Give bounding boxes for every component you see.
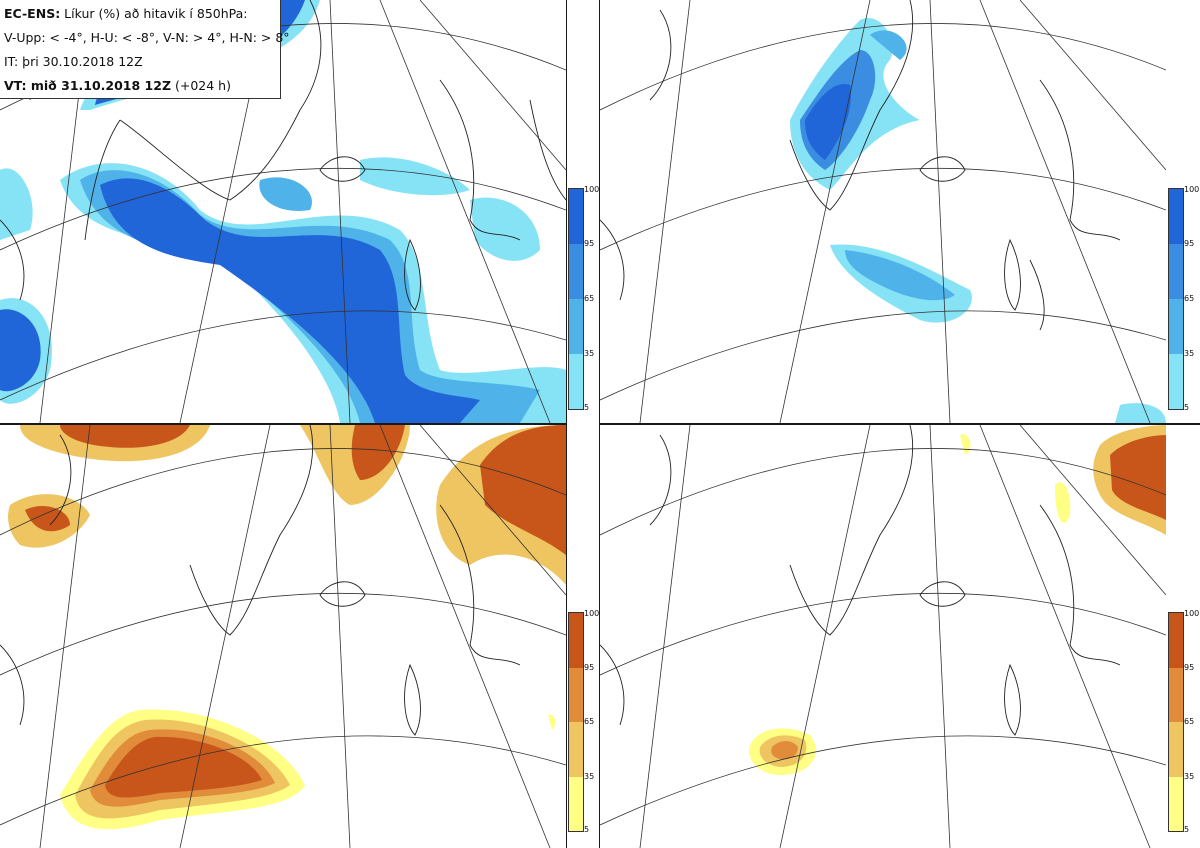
colorbar-v-n-tick-95: 95	[584, 663, 595, 672]
colorbar-v-upp-tick-5: 5	[584, 403, 590, 412]
colorbar-v-n-tick-35: 35	[584, 772, 595, 781]
h-u-coastlines	[600, 0, 1121, 331]
colorbar-h-u-tick-95: 95	[1184, 239, 1195, 248]
colorbar-h-n-tick-5: 5	[1184, 825, 1190, 834]
map-panel-v-upp: EC-ENS: Líkur (%) að hitavik í 850hPa: V…	[0, 0, 566, 423]
h-n-graticule	[600, 425, 1166, 848]
v-n-graticule	[0, 425, 566, 848]
v-n-probability-shading	[8, 425, 566, 830]
horizontal-divider	[0, 423, 1200, 425]
info-line-4-rest: (+024 h)	[171, 78, 231, 93]
info-line-4: VT: mið 31.10.2018 12Z (+024 h)	[4, 74, 280, 98]
colorbar-v-upp: 100 95 65 35 5	[568, 185, 600, 412]
info-line-1: EC-ENS: Líkur (%) að hitavik í 850hPa:	[4, 2, 280, 26]
colorbar-v-n-bar	[568, 612, 584, 832]
vertical-divider-left-edge	[566, 0, 567, 848]
colorbar-h-n-tick-100: 100	[1184, 609, 1200, 618]
map-panel-v-n	[0, 425, 566, 848]
colorbar-h-n-tick-65: 65	[1184, 717, 1195, 726]
colorbar-v-upp-tick-100: 100	[584, 185, 600, 194]
colorbar-h-n: 100 95 65 35 5	[1168, 609, 1200, 834]
info-line-3: IT: þri 30.10.2018 12Z	[4, 54, 143, 69]
map-panel-h-u	[600, 0, 1166, 423]
colorbar-h-n-tick-95: 95	[1184, 663, 1195, 672]
colorbar-v-n: 100 95 65 35 5	[568, 609, 600, 834]
colorbar-v-n-tick-5: 5	[584, 825, 590, 834]
colorbar-h-u: 100 95 65 35 5	[1168, 185, 1200, 412]
h-u-graticule	[600, 0, 1166, 423]
map-panel-h-n	[600, 425, 1166, 848]
colorbar-h-u-tick-100: 100	[1184, 185, 1200, 194]
info-line-1-bold: EC-ENS:	[4, 6, 61, 21]
h-n-probability-shading	[749, 425, 1166, 775]
colorbar-h-u-tick-35: 35	[1184, 349, 1195, 358]
h-n-map-svg	[600, 425, 1166, 848]
v-n-coastlines	[0, 425, 521, 736]
info-line-2: V-Upp: < -4°, H-U: < -8°, V-N: > 4°, H-N…	[4, 30, 290, 45]
vertical-divider-right-edge	[599, 0, 600, 848]
colorbar-h-n-bar	[1168, 612, 1184, 832]
colorbar-v-upp-tick-95: 95	[584, 239, 595, 248]
colorbar-v-n-tick-65: 65	[584, 717, 595, 726]
colorbar-h-u-tick-65: 65	[1184, 294, 1195, 303]
forecast-info-box: EC-ENS: Líkur (%) að hitavik í 850hPa: V…	[0, 0, 290, 99]
info-line-4-bold: VT: mið 31.10.2018 12Z	[4, 78, 172, 93]
colorbar-v-upp-tick-35: 35	[584, 349, 595, 358]
v-n-map-svg	[0, 425, 566, 848]
info-line-1-rest: Líkur (%) að hitavik í 850hPa:	[60, 6, 248, 21]
colorbar-h-u-tick-5: 5	[1184, 403, 1190, 412]
colorbar-h-u-bar	[1168, 188, 1184, 410]
colorbar-v-upp-tick-65: 65	[584, 294, 595, 303]
h-n-coastlines	[600, 425, 1121, 736]
colorbar-h-n-tick-35: 35	[1184, 772, 1195, 781]
h-u-map-svg	[600, 0, 1166, 423]
colorbar-v-upp-bar	[568, 188, 584, 410]
h-u-probability-shading	[790, 18, 1166, 423]
colorbar-v-n-tick-100: 100	[584, 609, 600, 618]
